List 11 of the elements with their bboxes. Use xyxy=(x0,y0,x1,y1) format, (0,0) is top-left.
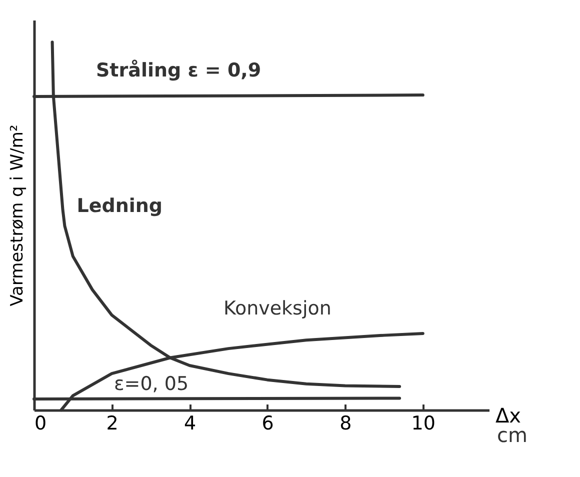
y-axis-title: Varmestrøm q i W/m² xyxy=(8,124,28,306)
series-label: Ledning xyxy=(76,194,163,217)
x-tick-label: 2 xyxy=(106,412,118,434)
series-label: ε=0, 05 xyxy=(114,372,189,395)
x-tick-label: 0 xyxy=(34,412,47,434)
x-tick-label: 8 xyxy=(340,412,352,434)
x-tick-label: 4 xyxy=(184,412,196,434)
x-tick-label: 6 xyxy=(262,412,274,434)
series-label: Konveksjon xyxy=(223,298,332,320)
x-tick-label: 10 xyxy=(411,412,436,434)
series-label: Stråling ε = 0,9 xyxy=(96,60,262,82)
